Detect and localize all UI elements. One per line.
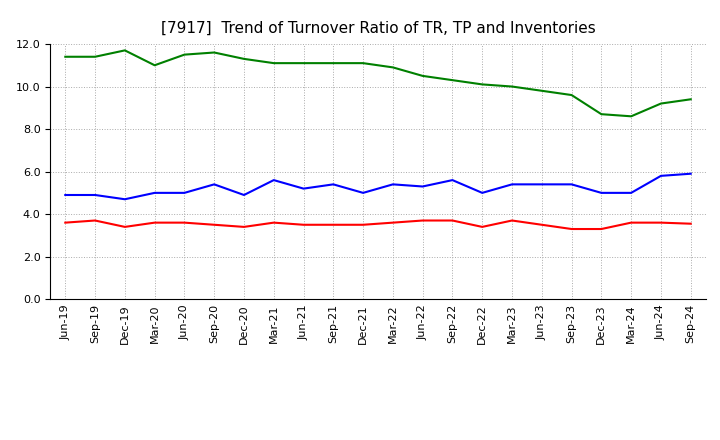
Trade Payables bbox=[686, 171, 695, 176]
Inventories bbox=[686, 97, 695, 102]
Inventories bbox=[150, 62, 159, 68]
Inventories bbox=[478, 82, 487, 87]
Trade Payables bbox=[91, 192, 99, 198]
Trade Payables bbox=[567, 182, 576, 187]
Trade Payables bbox=[150, 190, 159, 195]
Trade Payables bbox=[61, 192, 70, 198]
Inventories bbox=[269, 60, 278, 66]
Trade Payables bbox=[597, 190, 606, 195]
Trade Payables bbox=[538, 182, 546, 187]
Inventories bbox=[120, 48, 129, 53]
Trade Receivables bbox=[61, 220, 70, 225]
Trade Payables bbox=[240, 192, 248, 198]
Inventories bbox=[300, 60, 308, 66]
Inventories bbox=[538, 88, 546, 93]
Inventories bbox=[61, 54, 70, 59]
Trade Payables bbox=[210, 182, 219, 187]
Trade Receivables bbox=[329, 222, 338, 227]
Trade Payables bbox=[359, 190, 367, 195]
Trade Receivables bbox=[686, 221, 695, 226]
Trade Receivables bbox=[210, 222, 219, 227]
Inventories bbox=[448, 77, 456, 83]
Trade Receivables bbox=[150, 220, 159, 225]
Trade Receivables bbox=[300, 222, 308, 227]
Line: Trade Payables: Trade Payables bbox=[66, 174, 690, 199]
Trade Receivables bbox=[627, 220, 636, 225]
Inventories bbox=[180, 52, 189, 57]
Trade Receivables bbox=[448, 218, 456, 223]
Trade Receivables bbox=[597, 226, 606, 231]
Trade Payables bbox=[418, 184, 427, 189]
Inventories bbox=[657, 101, 665, 106]
Trade Receivables bbox=[418, 218, 427, 223]
Inventories bbox=[567, 92, 576, 98]
Title: [7917]  Trend of Turnover Ratio of TR, TP and Inventories: [7917] Trend of Turnover Ratio of TR, TP… bbox=[161, 21, 595, 36]
Trade Payables bbox=[120, 197, 129, 202]
Trade Receivables bbox=[657, 220, 665, 225]
Trade Receivables bbox=[359, 222, 367, 227]
Trade Receivables bbox=[389, 220, 397, 225]
Line: Trade Receivables: Trade Receivables bbox=[66, 220, 690, 229]
Inventories bbox=[627, 114, 636, 119]
Trade Payables bbox=[269, 177, 278, 183]
Legend: Trade Receivables, Trade Payables, Inventories: Trade Receivables, Trade Payables, Inven… bbox=[153, 438, 603, 440]
Trade Payables bbox=[627, 190, 636, 195]
Trade Payables bbox=[508, 182, 516, 187]
Trade Payables bbox=[329, 182, 338, 187]
Inventories bbox=[418, 73, 427, 78]
Trade Receivables bbox=[91, 218, 99, 223]
Trade Receivables bbox=[538, 222, 546, 227]
Trade Receivables bbox=[508, 218, 516, 223]
Trade Receivables bbox=[240, 224, 248, 230]
Trade Payables bbox=[389, 182, 397, 187]
Trade Receivables bbox=[269, 220, 278, 225]
Inventories bbox=[91, 54, 99, 59]
Inventories bbox=[359, 60, 367, 66]
Inventories bbox=[240, 56, 248, 62]
Trade Payables bbox=[448, 177, 456, 183]
Trade Payables bbox=[657, 173, 665, 179]
Trade Payables bbox=[478, 190, 487, 195]
Trade Receivables bbox=[180, 220, 189, 225]
Inventories bbox=[210, 50, 219, 55]
Trade Receivables bbox=[567, 226, 576, 231]
Line: Inventories: Inventories bbox=[66, 51, 690, 116]
Trade Receivables bbox=[478, 224, 487, 230]
Inventories bbox=[389, 65, 397, 70]
Inventories bbox=[508, 84, 516, 89]
Trade Receivables bbox=[120, 224, 129, 230]
Trade Payables bbox=[300, 186, 308, 191]
Inventories bbox=[329, 60, 338, 66]
Trade Payables bbox=[180, 190, 189, 195]
Inventories bbox=[597, 111, 606, 117]
